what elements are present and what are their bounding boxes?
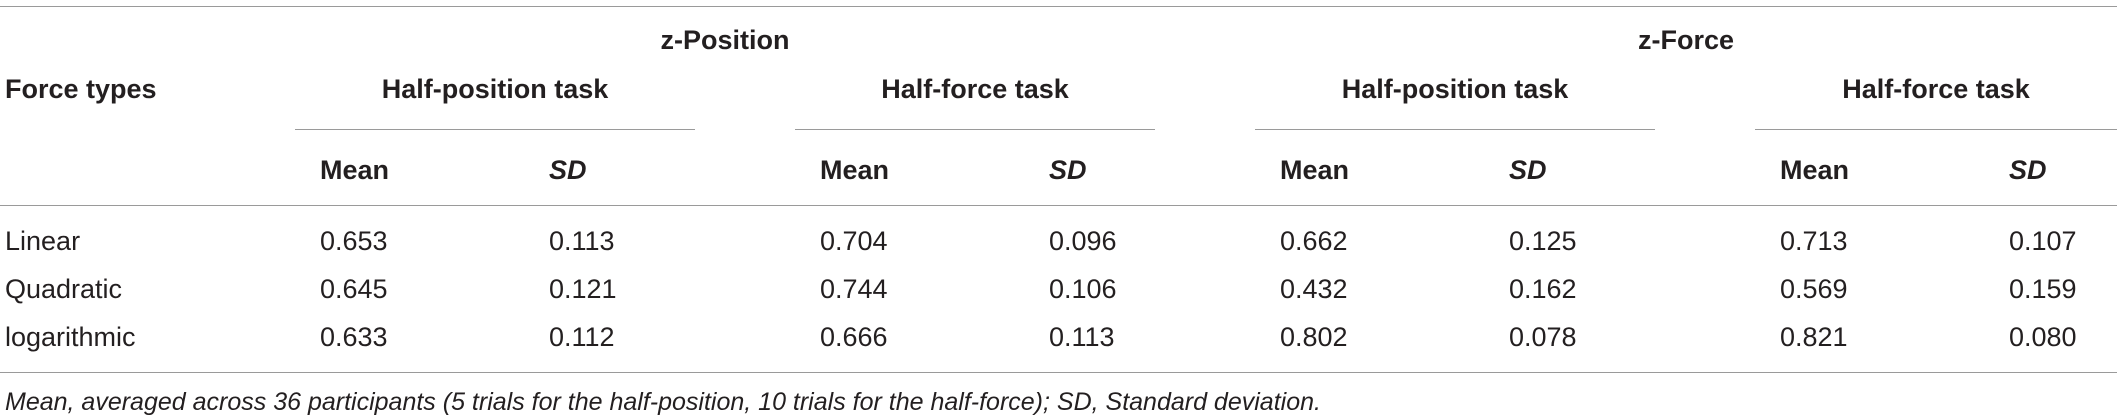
table-cell: 0.744 xyxy=(820,274,888,304)
table-cell: 0.106 xyxy=(1049,274,1117,304)
table-cell: 0.802 xyxy=(1280,322,1348,352)
table-cell: 0.159 xyxy=(2009,274,2077,304)
task-underline-2 xyxy=(795,129,1155,130)
table-cell: 0.713 xyxy=(1780,226,1848,256)
task-header-half-force: Half-force task xyxy=(881,74,1069,104)
table-cell: 0.125 xyxy=(1509,226,1577,256)
mean-header: Mean xyxy=(820,155,890,185)
sd-header: SD xyxy=(549,155,587,185)
table-cell: 0.078 xyxy=(1509,322,1577,352)
table-cell: 0.121 xyxy=(549,274,617,304)
table-cell: 0.113 xyxy=(549,226,615,256)
mean-header: Mean xyxy=(320,155,390,185)
table-cell: 0.653 xyxy=(320,226,388,256)
sd-header: SD xyxy=(1049,155,1087,185)
table-cell: 0.704 xyxy=(820,226,888,256)
task-underline-1 xyxy=(295,129,695,130)
header-bottom-rule xyxy=(0,205,2117,206)
row-label-quadratic: Quadratic xyxy=(5,274,123,304)
row-label-linear: Linear xyxy=(5,226,81,256)
table-cell: 0.096 xyxy=(1049,226,1117,256)
mean-header: Mean xyxy=(1780,155,1850,185)
table-cell: 0.080 xyxy=(2009,322,2077,352)
table-cell: 0.112 xyxy=(549,322,615,352)
task-header-half-position: Half-position task xyxy=(381,74,609,104)
table-footnote: Mean, averaged across 36 participants (5… xyxy=(5,388,1321,416)
table-cell: 0.821 xyxy=(1780,322,1848,352)
task-header-half-position: Half-position task xyxy=(1341,74,1569,104)
task-header-half-force: Half-force task xyxy=(1842,74,2030,104)
table-top-rule xyxy=(0,6,2117,7)
table-cell: 0.645 xyxy=(320,274,388,304)
sd-header: SD xyxy=(1509,155,1547,185)
group-header-z-position: z-Position xyxy=(660,25,790,55)
row-label-logarithmic: logarithmic xyxy=(5,322,136,352)
table-cell: 0.113 xyxy=(1049,322,1115,352)
table-cell: 0.569 xyxy=(1780,274,1848,304)
mean-header: Mean xyxy=(1280,155,1350,185)
sd-header: SD xyxy=(2009,155,2047,185)
task-underline-3 xyxy=(1255,129,1655,130)
table-cell: 0.107 xyxy=(2009,226,2077,256)
table-cell: 0.666 xyxy=(820,322,888,352)
task-underline-4 xyxy=(1755,129,2117,130)
table-cell: 0.432 xyxy=(1280,274,1348,304)
table-bottom-rule xyxy=(0,372,2117,373)
stub-header: Force types xyxy=(5,74,157,104)
table-cell: 0.662 xyxy=(1280,226,1348,256)
table-cell: 0.162 xyxy=(1509,274,1577,304)
table-cell: 0.633 xyxy=(320,322,388,352)
group-header-z-force: z-Force xyxy=(1637,25,1735,55)
